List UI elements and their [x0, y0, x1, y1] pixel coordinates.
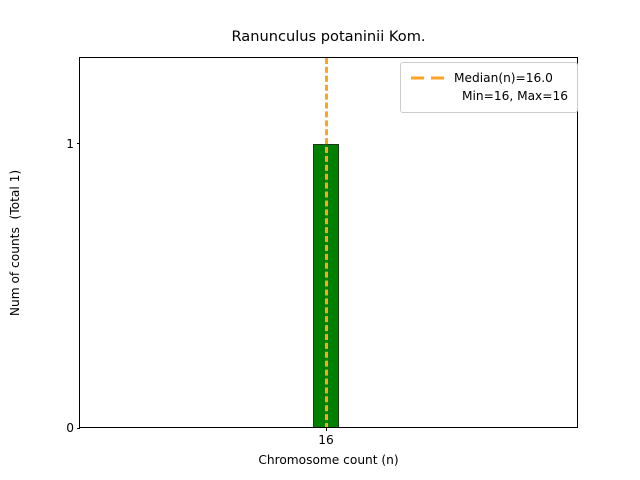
legend-item-median: Median(n)=16.0 — [410, 69, 568, 87]
legend: Median(n)=16.0 Min=16, Max=16 — [400, 62, 578, 113]
legend-label-range: Min=16, Max=16 — [461, 89, 568, 103]
y-tick-label-0: 0 — [66, 420, 74, 435]
y-axis-label: Num of counts (Total 1) — [8, 169, 22, 316]
x-axis-label: Chromosome count (n) — [258, 453, 399, 467]
legend-label-median: Median(n)=16.0 — [454, 71, 553, 85]
x-tick-mark-16 — [325, 427, 327, 431]
y-tick-mark-0 — [76, 427, 80, 429]
y-tick-label-1: 1 — [66, 136, 74, 151]
y-axis-label-container: Num of counts (Total 1) — [0, 57, 30, 428]
dashed-line-icon — [410, 69, 446, 87]
median-line — [324, 58, 328, 427]
plot-area: 0 1 16 — [66, 57, 578, 446]
page-title: Ranunculus potaninii Kom. — [231, 28, 426, 45]
y-tick-mark-1 — [76, 143, 80, 145]
plot-inner-clip — [80, 58, 577, 427]
x-tick-label-16: 16 — [318, 433, 334, 447]
legend-item-range: Min=16, Max=16 — [410, 87, 568, 105]
